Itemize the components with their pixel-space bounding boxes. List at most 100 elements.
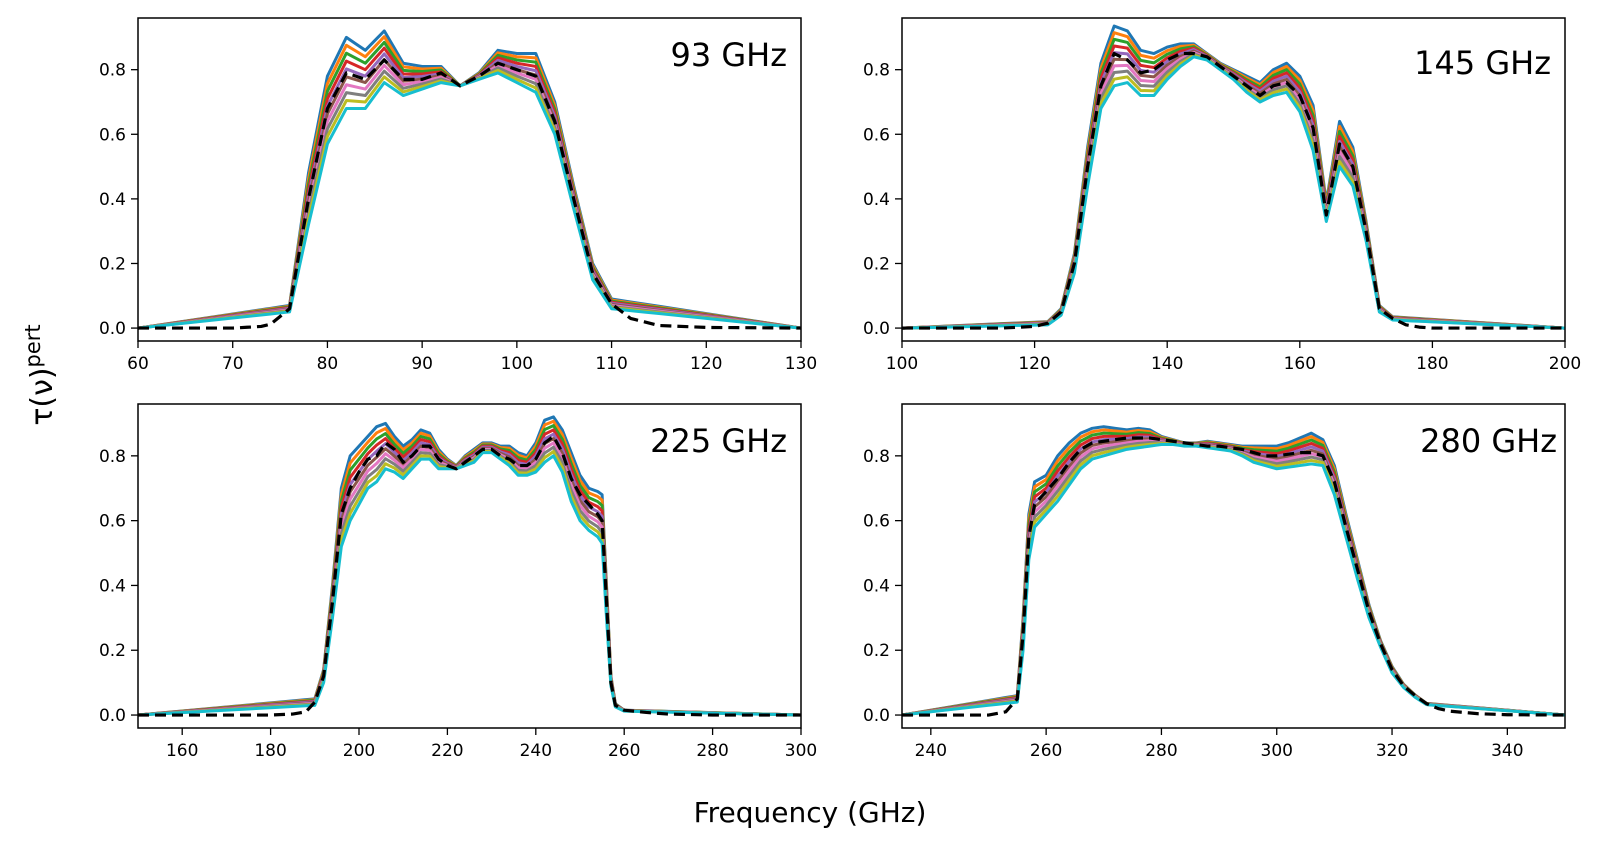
perturbation-line-4 (138, 46, 801, 330)
x-tick-label: 90 (411, 354, 433, 374)
y-tick-label: 0.6 (863, 125, 890, 145)
perturbation-line-4 (138, 428, 801, 717)
x-tick-label: 260 (608, 741, 640, 761)
perturbation-line-5 (902, 48, 1565, 330)
x-tick-label: 240 (520, 741, 552, 761)
y-tick-label: 0.4 (863, 576, 890, 596)
figure-ylabel: τ(ν)pert (21, 324, 60, 425)
x-tick-label: 280 (1145, 741, 1177, 761)
x-tick-label: 200 (343, 741, 375, 761)
perturbation-line-9 (902, 53, 1565, 330)
chart-panel-3: 160 180 200 220 240 260 280 300 0.0 0.2 0.4 0.6 0.8 2… (99, 403, 817, 761)
perturbation-line-5 (138, 432, 801, 717)
y-tick-label: 0.0 (99, 319, 126, 339)
y-tick-label: 0.2 (99, 254, 126, 274)
series-group (902, 24, 1565, 330)
axes-frame (901, 403, 1566, 729)
perturbation-line-8 (902, 441, 1565, 717)
perturbation-line-5 (138, 52, 801, 330)
perturbation-line-8 (138, 66, 801, 330)
x-tick-label: 180 (1416, 354, 1448, 374)
chart-panel-2: 100 120 140 160 180 200 0.0 0.2 0.4 0.6 0.8 145 GHz (863, 17, 1581, 374)
chart-panel-1: 60 70 80 90 100 110 120 130 0.0 0.2 0.4 0.6 0.8 93 GH… (99, 17, 817, 374)
x-tick-label: 260 (1030, 741, 1062, 761)
y-tick-label: 0.8 (863, 447, 890, 467)
y-tick-label: 0.2 (863, 641, 890, 661)
y-tick-label: 0.0 (99, 706, 126, 726)
x-tick-label: 100 (501, 354, 533, 374)
perturbation-line-3 (902, 37, 1565, 330)
perturbation-line-4 (902, 44, 1565, 330)
y-tick-label: 0.8 (99, 447, 126, 467)
x-tick-label: 340 (1491, 741, 1523, 761)
chart-panel-4: 240 260 280 300 320 340 0.0 0.2 0.4 0.6 0.8 280 GHz (863, 403, 1566, 761)
y-tick-label: 0.4 (99, 576, 126, 596)
panel-title: 280 GHz (1420, 422, 1557, 460)
y-tick-label: 0.8 (863, 61, 890, 81)
perturbation-line-1 (902, 425, 1565, 717)
perturbation-line-2 (902, 428, 1565, 717)
x-tick-label: 70 (222, 354, 244, 374)
perturbation-line-3 (138, 40, 801, 330)
perturbation-line-6 (902, 49, 1565, 330)
perturbation-line-6 (138, 58, 801, 330)
perturbation-line-3 (902, 431, 1565, 717)
perturbation-line-3 (138, 424, 801, 717)
x-tick-label: 60 (127, 354, 149, 374)
y-tick-label: 0.6 (863, 512, 890, 532)
perturbation-line-8 (902, 52, 1565, 330)
figure-xlabel: Frequency (GHz) (694, 796, 927, 829)
y-tick-label: 0.4 (863, 190, 890, 210)
perturbation-line-10 (902, 443, 1565, 717)
x-tick-label: 160 (1284, 354, 1316, 374)
y-tick-label: 0.2 (863, 254, 890, 274)
perturbation-line-4 (902, 433, 1565, 717)
perturbation-line-10 (138, 71, 801, 330)
series-group (902, 425, 1565, 717)
x-tick-label: 280 (696, 741, 728, 761)
perturbation-line-9 (902, 442, 1565, 717)
x-tick-label: 120 (690, 354, 722, 374)
perturbation-line-10 (138, 451, 801, 717)
x-tick-label: 220 (431, 741, 463, 761)
axes-frame (137, 17, 802, 342)
y-tick-label: 0.6 (99, 125, 126, 145)
panel-title: 93 GHz (670, 36, 787, 74)
y-tick-label: 0.2 (99, 641, 126, 661)
perturbation-line-6 (902, 437, 1565, 717)
perturbation-line-5 (902, 435, 1565, 717)
series-group (138, 415, 801, 717)
mean-line (138, 434, 801, 717)
x-tick-label: 100 (886, 354, 918, 374)
x-tick-label: 320 (1376, 741, 1408, 761)
perturbation-line-7 (138, 441, 801, 717)
figure-ylabel-superscript: pert (21, 324, 45, 367)
x-tick-label: 300 (785, 741, 817, 761)
x-tick-label: 130 (785, 354, 817, 374)
figure-ylabel-main: τ(ν) (25, 367, 60, 425)
y-tick-label: 0.0 (863, 319, 890, 339)
x-tick-label: 80 (317, 354, 339, 374)
x-tick-label: 300 (1261, 741, 1293, 761)
panel-title: 225 GHz (650, 422, 787, 460)
perturbation-line-10 (902, 55, 1565, 330)
x-tick-label: 120 (1018, 354, 1050, 374)
x-tick-label: 140 (1151, 354, 1183, 374)
perturbation-line-8 (138, 445, 801, 717)
y-tick-label: 0.0 (863, 706, 890, 726)
series-group (138, 29, 801, 330)
perturbation-line-6 (138, 437, 801, 717)
perturbation-line-9 (138, 450, 801, 717)
perturbation-line-1 (138, 29, 801, 330)
x-tick-label: 180 (254, 741, 286, 761)
x-tick-label: 110 (595, 354, 627, 374)
chart-panels: 60 70 80 90 100 110 120 130 0.0 0.2 0.4 0.6 0.8 93 GH… (99, 17, 1581, 761)
x-tick-label: 160 (166, 741, 198, 761)
perturbation-line-9 (138, 68, 801, 330)
axes-frame (137, 403, 802, 729)
panel-title: 145 GHz (1414, 44, 1551, 82)
perturbation-line-7 (902, 439, 1565, 717)
y-tick-label: 0.6 (99, 512, 126, 532)
y-tick-label: 0.4 (99, 190, 126, 210)
